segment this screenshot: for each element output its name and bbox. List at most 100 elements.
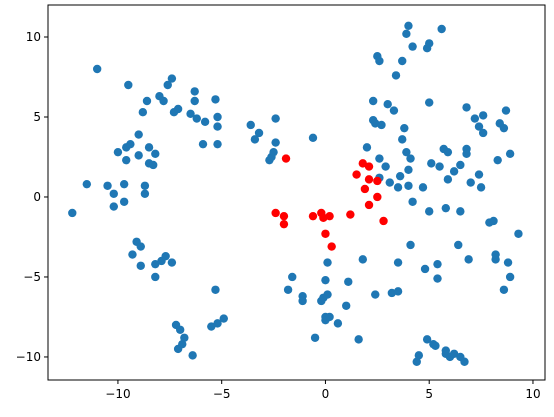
point (198, 139, 208, 149)
point (425, 207, 434, 216)
point (491, 250, 500, 259)
point (443, 147, 453, 157)
point (425, 39, 434, 48)
point (375, 56, 384, 66)
point (393, 183, 403, 192)
point (441, 346, 451, 355)
point (161, 251, 170, 261)
point (134, 130, 143, 139)
point (167, 258, 177, 267)
point (441, 203, 451, 213)
point (344, 277, 353, 286)
point (375, 154, 384, 163)
x-tick-label: 5 (425, 387, 433, 401)
point (406, 154, 415, 163)
point (381, 162, 390, 171)
point (213, 319, 222, 328)
point (310, 333, 320, 342)
point (499, 123, 509, 133)
point (505, 149, 515, 158)
point (364, 175, 374, 184)
point (144, 143, 154, 152)
point (422, 335, 432, 344)
y-tick-label: 5 (33, 110, 41, 124)
point (211, 285, 220, 294)
point (186, 109, 195, 118)
point (271, 208, 280, 218)
point (271, 114, 280, 123)
point (178, 339, 187, 349)
point (373, 176, 382, 186)
point (246, 120, 255, 130)
point (142, 96, 152, 106)
point (404, 181, 413, 190)
point (136, 242, 145, 251)
point (418, 183, 428, 192)
point (476, 183, 486, 192)
point (92, 64, 102, 74)
point (346, 210, 355, 219)
point (333, 319, 343, 328)
point (478, 111, 488, 120)
point (190, 87, 199, 96)
point (358, 159, 368, 168)
point (327, 242, 336, 251)
point (124, 80, 133, 90)
point (412, 357, 421, 366)
point (466, 178, 475, 187)
y-tick-label: −5 (23, 270, 41, 284)
point (180, 333, 189, 342)
point (404, 165, 413, 174)
y-tick-label: 0 (33, 190, 41, 204)
point (368, 96, 378, 106)
point (298, 291, 307, 301)
plot-frame (47, 4, 546, 381)
point (254, 128, 264, 138)
point (271, 138, 280, 147)
point (358, 255, 368, 264)
point (400, 123, 409, 133)
point (167, 74, 177, 83)
point (213, 112, 222, 122)
point (408, 197, 417, 206)
point (404, 21, 413, 30)
point (140, 181, 150, 190)
point (474, 170, 484, 179)
point (377, 120, 386, 130)
x-tick-label: 0 (322, 387, 330, 401)
point (364, 200, 374, 210)
point (207, 322, 216, 331)
point (489, 216, 498, 226)
point (443, 175, 453, 184)
y-tick-label: 10 (26, 30, 41, 44)
point (82, 179, 92, 189)
point (454, 240, 463, 250)
x-tick-label: 10 (525, 387, 540, 401)
point (321, 229, 330, 238)
point (435, 162, 444, 171)
point (385, 178, 394, 187)
point (308, 211, 318, 221)
point (383, 99, 392, 109)
point (213, 139, 222, 149)
point (478, 128, 488, 138)
point (362, 143, 372, 152)
point (128, 250, 137, 259)
point (371, 290, 380, 299)
point (321, 275, 330, 285)
point (456, 160, 465, 170)
point (113, 147, 123, 157)
point (505, 272, 515, 282)
point (281, 154, 291, 163)
point (200, 117, 210, 126)
point (325, 211, 334, 221)
point (163, 80, 172, 90)
point (474, 122, 484, 131)
point (159, 96, 168, 106)
point (501, 106, 511, 115)
x-tick-label: −10 (105, 387, 130, 401)
point (213, 122, 222, 131)
point (499, 285, 509, 294)
point (427, 159, 436, 168)
point (119, 179, 129, 189)
